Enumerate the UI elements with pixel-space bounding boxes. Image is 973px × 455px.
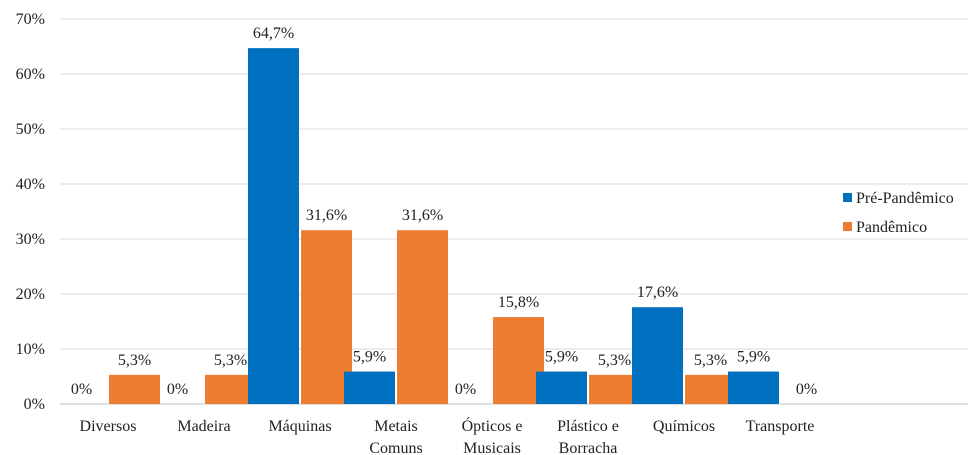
bar-pandemico — [205, 374, 256, 404]
data-label: 0% — [796, 381, 817, 398]
bar-pandemico — [397, 230, 448, 404]
bar-pre-pandemico — [728, 371, 779, 404]
category-label: Ópticos e Musicais — [462, 416, 523, 455]
category-label: Máquinas — [268, 418, 331, 435]
bar-pandemico — [301, 230, 352, 404]
data-label: 5,9% — [353, 349, 386, 366]
data-label: 0% — [167, 381, 188, 398]
bar-pandemico — [109, 374, 160, 404]
category-label: Plástico e Borracha — [557, 418, 619, 455]
category-label: Químicos — [653, 418, 715, 435]
data-label: 5,3% — [214, 352, 247, 369]
category-label: Diversos — [80, 418, 137, 435]
category-label: Madeira — [177, 418, 230, 435]
bars — [109, 48, 779, 405]
y-tick-label: 50% — [16, 121, 45, 138]
category-label: Metais Comuns — [369, 418, 422, 455]
legend-label: Pré-Pandêmico — [856, 190, 954, 207]
category-label: Transporte — [746, 418, 815, 435]
bar-pre-pandemico — [536, 371, 587, 404]
bar-pandemico — [493, 317, 544, 404]
bar-pandemico — [685, 374, 736, 404]
data-label: 5,3% — [118, 352, 151, 369]
bar-pandemico — [589, 374, 640, 404]
y-axis: 0% 10% 20% 30% 40% 50% 60% 70% — [16, 11, 45, 413]
data-label: 5,3% — [694, 352, 727, 369]
data-label: 5,9% — [545, 349, 578, 366]
data-label: 31,6% — [402, 207, 443, 224]
y-tick-label: 0% — [24, 396, 45, 413]
data-label: 0% — [71, 381, 92, 398]
legend-swatch — [843, 193, 852, 202]
y-tick-label: 30% — [16, 231, 45, 248]
data-labels: 0% 5,3% 0% 5,3% 64,7% 31,6% 5,9% 31,6% 0% 15,8% 5,… — [71, 25, 817, 398]
data-label: 64,7% — [253, 25, 294, 42]
data-label: 5,9% — [737, 349, 770, 366]
y-tick-label: 20% — [16, 286, 45, 303]
bar-pre-pandemico — [344, 371, 395, 404]
bar-pre-pandemico — [248, 48, 299, 405]
data-label: 15,8% — [498, 294, 539, 311]
bar-pre-pandemico — [632, 307, 683, 404]
y-tick-label: 40% — [16, 176, 45, 193]
data-label: 31,6% — [306, 207, 347, 224]
y-tick-label: 60% — [16, 66, 45, 83]
data-label: 0% — [455, 381, 476, 398]
y-tick-label: 10% — [16, 341, 45, 358]
x-axis: Diversos Madeira Máquinas Metais Comuns Óptic… — [80, 416, 815, 455]
data-label: 5,3% — [598, 352, 631, 369]
data-label: 17,6% — [637, 284, 678, 301]
legend-label: Pandêmico — [856, 219, 927, 236]
legend-swatch — [843, 222, 852, 231]
legend: Pré-Pandêmico Pandêmico — [843, 190, 954, 236]
gridlines — [60, 18, 968, 405]
y-tick-label: 70% — [16, 11, 45, 28]
